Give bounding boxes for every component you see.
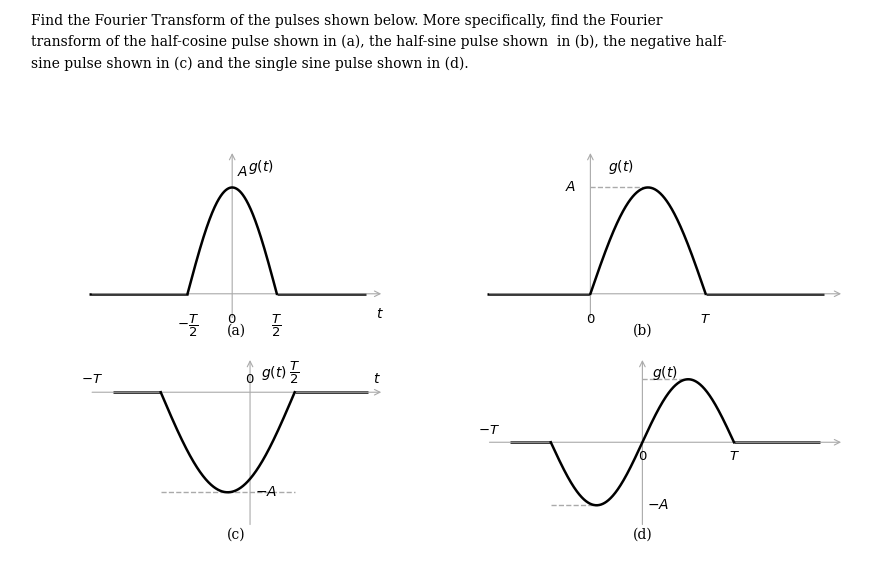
Text: $t$: $t$ [373, 372, 381, 386]
Text: $-\dfrac{T}{2}$: $-\dfrac{T}{2}$ [177, 313, 198, 339]
Text: $g(t)$: $g(t)$ [607, 158, 633, 176]
Text: $-A$: $-A$ [647, 498, 669, 512]
Text: $-T$: $-T$ [80, 373, 103, 386]
Text: $0$: $0$ [638, 450, 647, 463]
Text: $0$: $0$ [228, 313, 237, 326]
Text: $0$: $0$ [246, 373, 255, 386]
Text: (a): (a) [227, 324, 246, 337]
Text: $g(t)$: $g(t)$ [652, 363, 678, 382]
Text: $g(t)$: $g(t)$ [248, 158, 274, 176]
Text: $A$: $A$ [565, 180, 577, 194]
Text: $\dfrac{T}{2}$: $\dfrac{T}{2}$ [289, 360, 300, 386]
Text: (b): (b) [633, 324, 653, 337]
Text: $A$: $A$ [237, 165, 248, 179]
Text: $0$: $0$ [586, 313, 595, 326]
Text: $-A$: $-A$ [255, 485, 277, 500]
Text: $-T$: $-T$ [479, 424, 500, 437]
Text: $T$: $T$ [729, 450, 739, 463]
Text: $T$: $T$ [700, 313, 711, 326]
Text: $g(t)$: $g(t)$ [261, 364, 287, 382]
Text: (d): (d) [633, 528, 653, 541]
Text: Find the Fourier Transform of the pulses shown below. More specifically, find th: Find the Fourier Transform of the pulses… [31, 14, 727, 71]
Text: $\dfrac{T}{2}$: $\dfrac{T}{2}$ [271, 313, 282, 339]
Text: (c): (c) [228, 528, 246, 541]
Text: $t$: $t$ [377, 307, 384, 320]
